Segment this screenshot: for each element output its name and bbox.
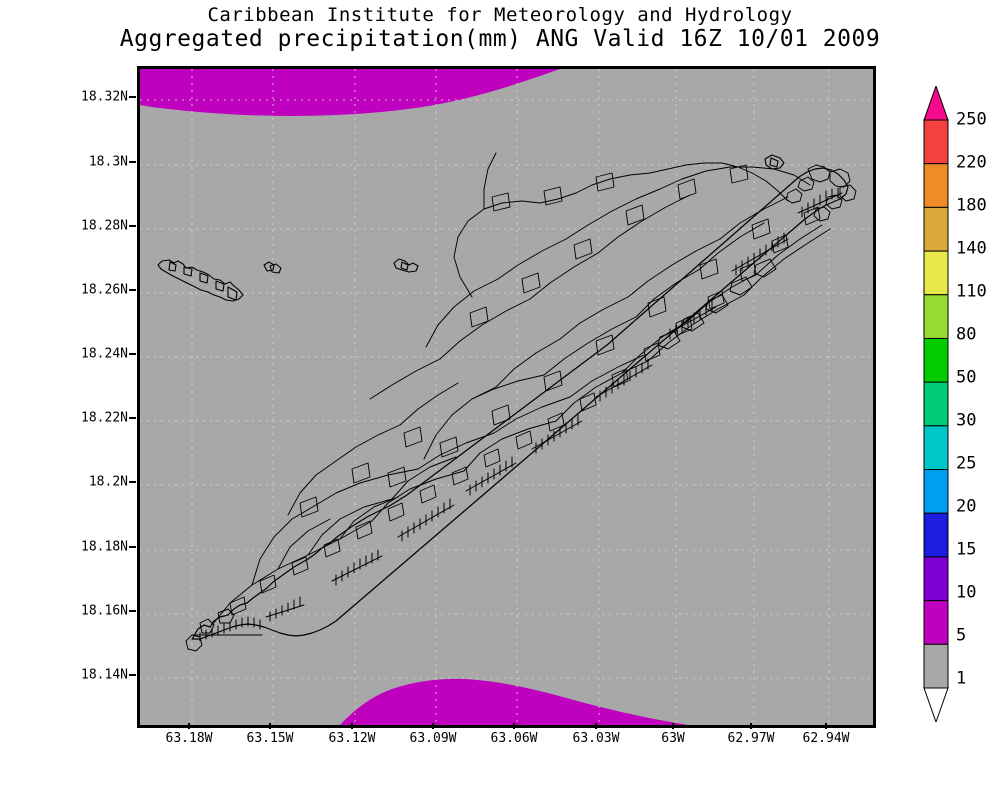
y-axis-tick-mark: [129, 674, 136, 676]
x-axis-tick-label: 63W: [661, 731, 685, 746]
colorbar-band: [923, 556, 949, 602]
colorbar-band: [923, 512, 949, 558]
x-axis-tick-mark: [825, 723, 827, 729]
y-axis-tick-label: 18.22N: [81, 410, 128, 426]
x-axis-tick-mark: [672, 723, 674, 729]
colorbar-tick-label: 250: [956, 109, 987, 130]
southeast-detail: [657, 258, 777, 350]
x-axis-tick-label: 63.03W: [572, 731, 620, 746]
islet-scrub: [393, 258, 419, 273]
colorbar-tick-label: 180: [956, 195, 987, 216]
x-axis-tick-mark: [595, 723, 597, 729]
colorbar-tick-label: 50: [956, 367, 977, 388]
y-axis-tick-label: 18.3N: [88, 154, 128, 170]
y-axis-tick-label: 18.16N: [81, 603, 128, 619]
map-plot-area: [137, 66, 876, 728]
precip-band-5-10-north-lobe: [140, 69, 560, 116]
x-axis-tick-mark: [513, 723, 515, 729]
precip-band-5-10-south: [340, 678, 688, 725]
anguilla-coastline: [191, 167, 849, 640]
islet-west-sub5: [227, 286, 238, 301]
chart-subtitle: Aggregated precipitation(mm) ANG Valid 1…: [119, 26, 881, 52]
west-tip-detail: [185, 608, 235, 652]
islet-west-sub1: [168, 261, 177, 272]
y-axis-tick-mark: [129, 610, 136, 612]
colorbar-tick-label: 1: [956, 668, 967, 689]
colorbar-over-arrow: [923, 86, 949, 121]
y-axis-tick-mark: [129, 481, 136, 483]
x-axis-tick-label: 62.94W: [802, 731, 850, 746]
islet-west-small-east: [263, 261, 275, 272]
x-axis-tick-mark: [351, 723, 353, 729]
y-axis-tick-label: 18.28N: [81, 218, 128, 234]
colorbar-band: [923, 425, 949, 471]
y-axis-tick-mark: [129, 96, 136, 98]
x-axis-tick-label: 63.15W: [246, 731, 294, 746]
coastline-layer: [157, 152, 857, 652]
colorbar-tick-label: 30: [956, 410, 977, 431]
colorbar-band: [923, 381, 949, 427]
y-axis-tick-label: 18.24N: [81, 346, 128, 362]
y-axis-tick-label: 18.14N: [81, 667, 128, 683]
y-axis-tick-mark: [129, 417, 136, 419]
colorbar-band: [923, 294, 949, 339]
x-axis-tick-label: 63.09W: [409, 731, 457, 746]
y-axis-tick-label: 18.26N: [81, 282, 128, 298]
colorbar-band: [923, 119, 949, 165]
x-axis-tick-mark: [750, 723, 752, 729]
colorbar-tick-label: 10: [956, 582, 977, 603]
colorbar-under-arrow: [923, 687, 949, 722]
y-axis-tick-mark: [129, 161, 136, 163]
chart-title-block: Caribbean Institute for Meteorology and …: [0, 4, 1000, 52]
internal-parcels: [229, 164, 821, 616]
coastline-scallops-south: [191, 187, 843, 642]
y-axis-tick-label: 18.32N: [81, 89, 128, 105]
colorbar-band: [923, 469, 949, 514]
colorbar-band: [923, 163, 949, 208]
x-axis-tick-mark: [188, 723, 190, 729]
colorbar-tick-label: 20: [956, 496, 977, 517]
northeast-tip-detail: [785, 164, 857, 222]
y-axis-tick-mark: [129, 546, 136, 548]
islet-west-sub3: [199, 272, 209, 284]
x-axis-tick-mark: [269, 723, 271, 729]
colorbar-tick-label: 15: [956, 539, 977, 560]
islet-west-large: [157, 259, 244, 302]
colorbar-band: [923, 250, 949, 296]
x-axis-tick-label: 63.12W: [328, 731, 376, 746]
islet-west-sub2: [183, 266, 193, 277]
colorbar-band: [923, 643, 949, 689]
colorbar-tick-label: 25: [956, 453, 977, 474]
y-axis-tick-mark: [129, 289, 136, 291]
islet-northeast-inner: [769, 157, 779, 168]
y-axis-tick-mark: [129, 353, 136, 355]
islet-scrub-inner: [400, 261, 409, 271]
x-axis-tick-label: 62.97W: [727, 731, 775, 746]
colorbar-tick-label: 140: [956, 238, 987, 259]
x-axis-tick-mark: [432, 723, 434, 729]
colorbar: 250 220 180 140 110 80 50 30 25 20 15 10 5 1: [923, 86, 987, 722]
colorbar-band: [923, 600, 949, 645]
islet-west-sub4: [215, 280, 225, 292]
map-gridlines: [140, 69, 873, 725]
precip-band-1-5: [140, 69, 873, 725]
y-axis-tick-mark: [129, 225, 136, 227]
colorbar-tick-label: 110: [956, 281, 987, 302]
colorbar-tick-label: 5: [956, 625, 967, 646]
y-axis-tick-label: 18.2N: [88, 474, 128, 490]
x-axis-tick-label: 63.18W: [165, 731, 213, 746]
colorbar-band: [923, 206, 949, 252]
colorbar-swatches: [923, 86, 949, 722]
x-axis-tick-label: 63.06W: [490, 731, 538, 746]
colorbar-tick-label: 80: [956, 324, 977, 345]
colorbar-tick-label: 220: [956, 152, 987, 173]
islet-mid-west: [269, 263, 282, 274]
islet-northeast: [764, 154, 785, 170]
precipitation-map-canvas: [140, 69, 873, 725]
y-axis-tick-label: 18.18N: [81, 539, 128, 555]
institute-title: Caribbean Institute for Meteorology and …: [207, 4, 793, 26]
colorbar-band: [923, 337, 949, 383]
y-axis-labels: 18.32N 18.3N 18.28N 18.26N 18.24N 18.22N 18.2N…: [48, 0, 128, 800]
